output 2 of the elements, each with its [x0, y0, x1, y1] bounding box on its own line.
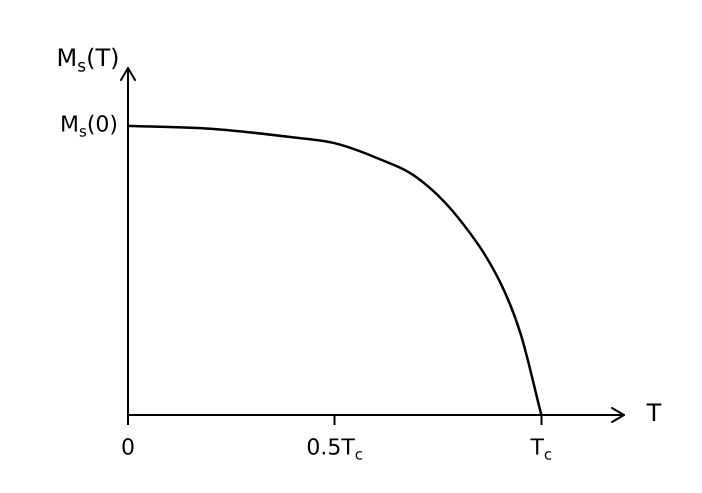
x-tick-label: 0 — [121, 436, 135, 461]
x-axis-title: T — [646, 399, 662, 428]
